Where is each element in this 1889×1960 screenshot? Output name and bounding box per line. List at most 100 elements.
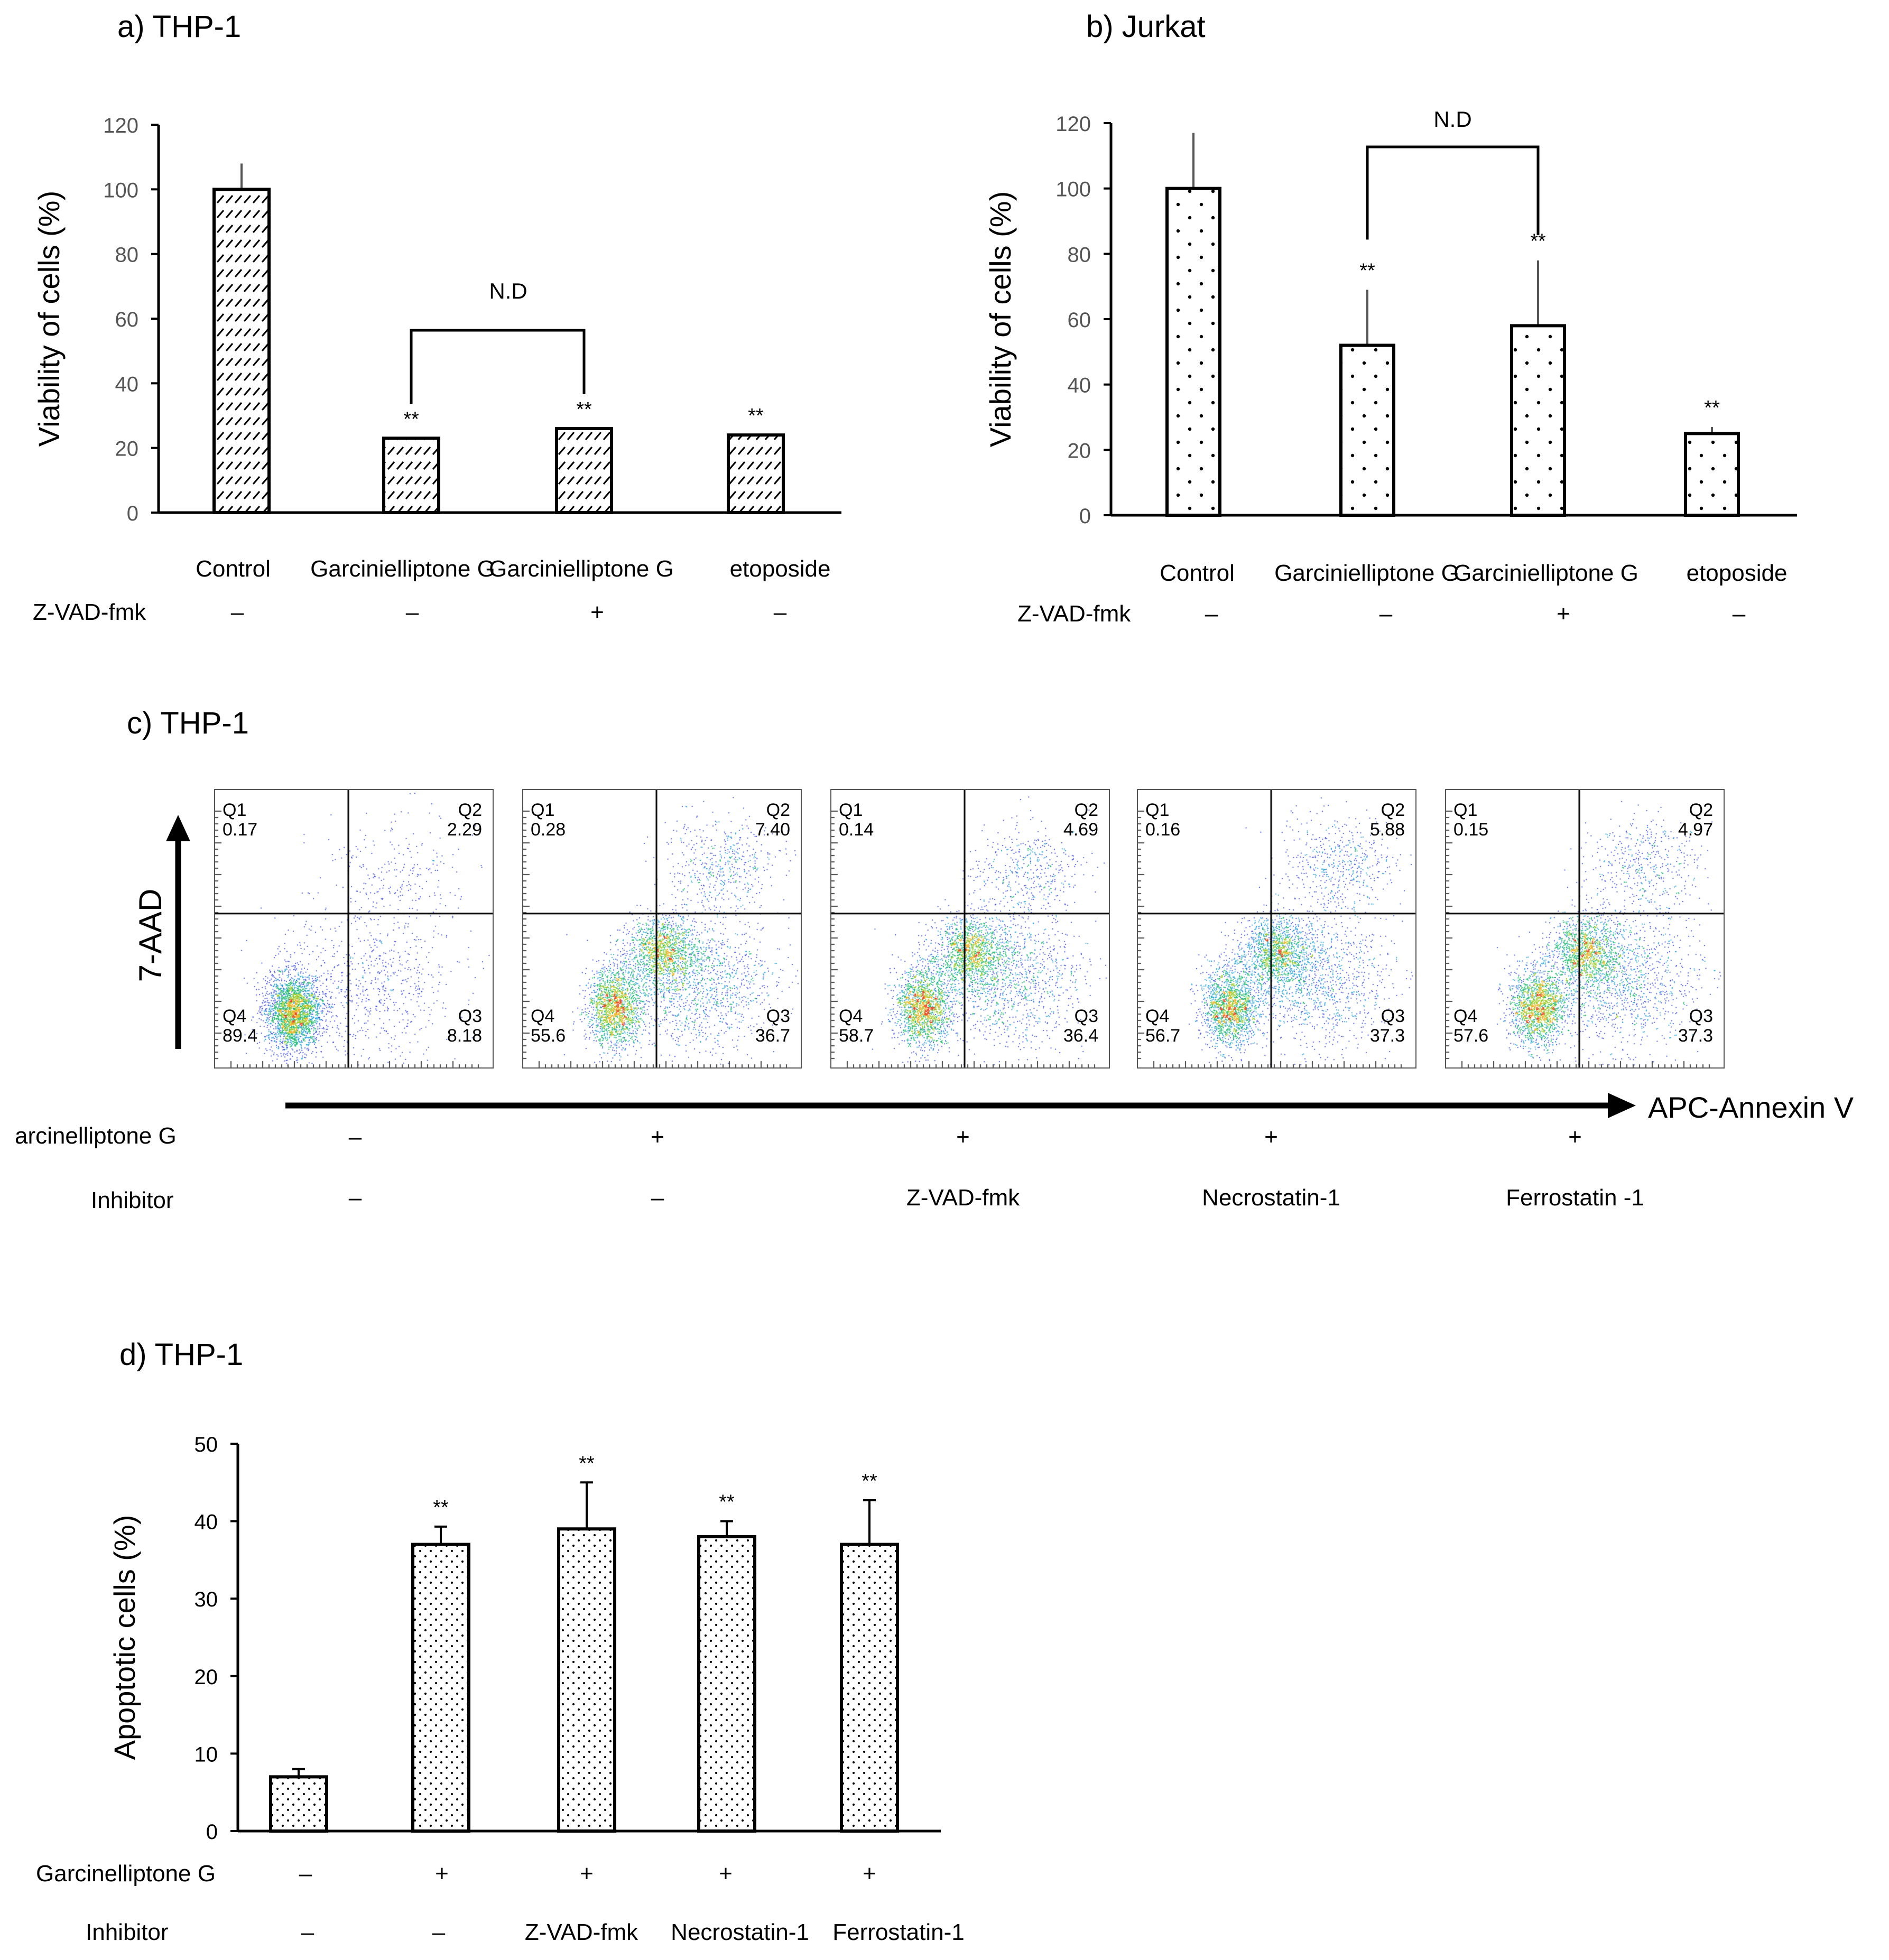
panel-c-row2-value: Ferrostatin -1 [1506,1185,1644,1211]
quadrant-q4-label-name: Q4 [1453,1006,1478,1026]
panel-b-row-value: – [1732,601,1746,627]
quadrant-q3-label-name: Q3 [458,1006,482,1026]
panel-c-row2-value: Z-VAD-fmk [906,1185,1020,1211]
quadrant-q2-label-value: 7.40 [755,820,790,840]
quadrant-q1-label-value: 0.15 [1453,820,1489,840]
quadrant-q4-label-value: 57.6 [1453,1026,1489,1046]
panel-c-title: c) THP-1 [127,706,249,740]
panel-b-category: Garcinielliptone G [1274,560,1459,586]
pb-bar [1165,187,1221,517]
pd-y-tick-label: 50 [195,1433,218,1456]
panel-d-row2-value: Necrostatin-1 [671,1919,809,1945]
quadrant-q2-label: Q2 5.88 [1370,800,1405,840]
pb-significance: ** [1359,259,1375,282]
quadrant-q2-label-value: 2.29 [447,820,482,840]
panel-c-row1-value: + [956,1124,970,1150]
flow-cytometry-scatter [1138,790,1415,1067]
pb-y-tick-label: 0 [1079,505,1091,528]
panel-d-row1-value: + [719,1861,733,1887]
panel-a-category: etoposide [729,556,831,582]
quadrant-q2-label-name: Q2 [766,800,790,820]
panel-c-axes: 7-AAD [133,815,1636,1118]
quadrant-q3-label-value: 36.7 [755,1026,790,1046]
panel-b-category: Garcinielliptone G [1453,560,1638,586]
quadrant-q4-label-name: Q4 [223,1006,247,1026]
panel-c-row2-value: – [651,1185,664,1211]
quadrant-q4-label-name: Q4 [839,1006,863,1026]
quadrant-q4-label: Q4 57.6 [1453,1006,1489,1046]
quadrant-q2-label: Q2 4.97 [1678,800,1713,840]
panel-c-row1-value: + [1568,1124,1582,1150]
panel-d-row2-value: – [432,1919,446,1945]
quadrant-q3-label-value: 37.3 [1369,1026,1405,1046]
quadrant-q3-label-name: Q3 [1381,1006,1405,1026]
pb-y-tick-label: 40 [1068,374,1091,397]
quadrant-q3-label: Q3 36.4 [1063,1006,1098,1046]
quadrant-q3-label: Q3 8.18 [447,1006,482,1046]
quadrant-q1-label-name: Q1 [839,800,863,820]
quadrant-q2-label: Q2 2.29 [447,800,482,840]
panel-b-title: b) Jurkat [1086,10,1206,44]
quadrant-q2-label-name: Q2 [1074,800,1098,820]
quadrant-q1-label-value: 0.14 [839,820,874,840]
panel-b-row-label: Z-VAD-fmk [1017,601,1131,627]
quadrant-q3-label-name: Q3 [766,1006,790,1026]
flow-cytometry-scatter [523,790,801,1067]
quadrant-q4-label: Q4 56.7 [1145,1006,1180,1046]
pa-significance: ** [748,405,764,427]
panel-a-row-value: – [230,599,244,625]
quadrant-q1-label: Q1 0.15 [1453,800,1489,840]
panel-c-row1-value: – [348,1124,362,1150]
panel-b-row-value: + [1557,601,1570,627]
quadrant-q2-label-name: Q2 [458,800,482,820]
pa-y-tick-label: 20 [115,438,139,461]
panel-a-title: a) THP-1 [117,10,242,44]
panel-a-category: Garcinielliptone G [310,556,495,582]
pd-bar [697,1535,756,1833]
quadrant-q4-label: Q4 55.6 [531,1006,566,1046]
pa-bar [212,188,271,515]
pa-bar [555,426,613,515]
flow-cytometry-plot: Q1 0.15 Q2 4.97 Q4 57.6 Q3 37.3 [1445,789,1725,1069]
flow-cytometry-scatter [215,790,493,1067]
quadrant-q3-label: Q3 37.3 [1369,1006,1405,1046]
pa-significance: ** [576,398,592,421]
pd-y-tick-label: 40 [195,1511,218,1534]
pa-y-tick-label: 40 [115,373,139,396]
quadrant-q1-label-name: Q1 [223,800,247,820]
pa-nd-bracket [410,329,586,404]
pa-y-label: Viability of cells (%) [32,191,66,447]
pb-y-tick-label: 60 [1068,309,1091,332]
pb-bar [1510,324,1566,517]
panel-c-row2-value: Necrostatin-1 [1202,1185,1340,1211]
pd-bar [557,1527,616,1833]
quadrant-q2-label: Q2 4.69 [1063,800,1098,840]
quadrant-q1-label: Q1 0.16 [1145,800,1180,840]
panel-c-row2-value: – [348,1185,362,1211]
panel-c-row2-label: Inhibitor [91,1187,174,1213]
pd-significance: ** [862,1470,877,1492]
panel-b-row-value: – [1205,601,1218,627]
flow-cytometry-plot: Q1 0.16 Q2 5.88 Q4 56.7 Q3 37.3 [1137,789,1416,1069]
panel-d-row1-value: – [299,1861,312,1887]
quadrant-q3-label: Q3 36.7 [755,1006,790,1046]
pa-y-tick-label: 120 [103,114,138,137]
panel-c-row1-label: arcinelliptone G [15,1123,177,1149]
pd-significance: ** [433,1497,449,1519]
quadrant-q3-label: Q3 37.3 [1678,1006,1713,1046]
quadrant-q2-label: Q2 7.40 [755,800,790,840]
panel-d-row2-value: Z-VAD-fmk [524,1919,638,1945]
quadrant-q1-label-name: Q1 [531,800,555,820]
quadrant-q3-label-name: Q3 [1689,1006,1713,1026]
quadrant-q1-label-value: 0.17 [223,820,258,840]
panel-a-row-value: – [773,599,787,625]
panel-d-chart: 0 10 20 30 40 50 Apoptotic cells (%) ** ** ** ** [108,1433,941,1844]
quadrant-q2-label-name: Q2 [1689,800,1713,820]
pa-bar [382,436,440,514]
panel-a-row-value: + [590,599,604,625]
quadrant-q3-label-value: 37.3 [1678,1026,1713,1046]
pb-nd-bracket [1366,145,1540,240]
quadrant-q4-label-name: Q4 [1145,1006,1170,1026]
pd-y-tick-label: 10 [195,1743,218,1766]
pb-y-tick-label: 120 [1055,113,1091,136]
